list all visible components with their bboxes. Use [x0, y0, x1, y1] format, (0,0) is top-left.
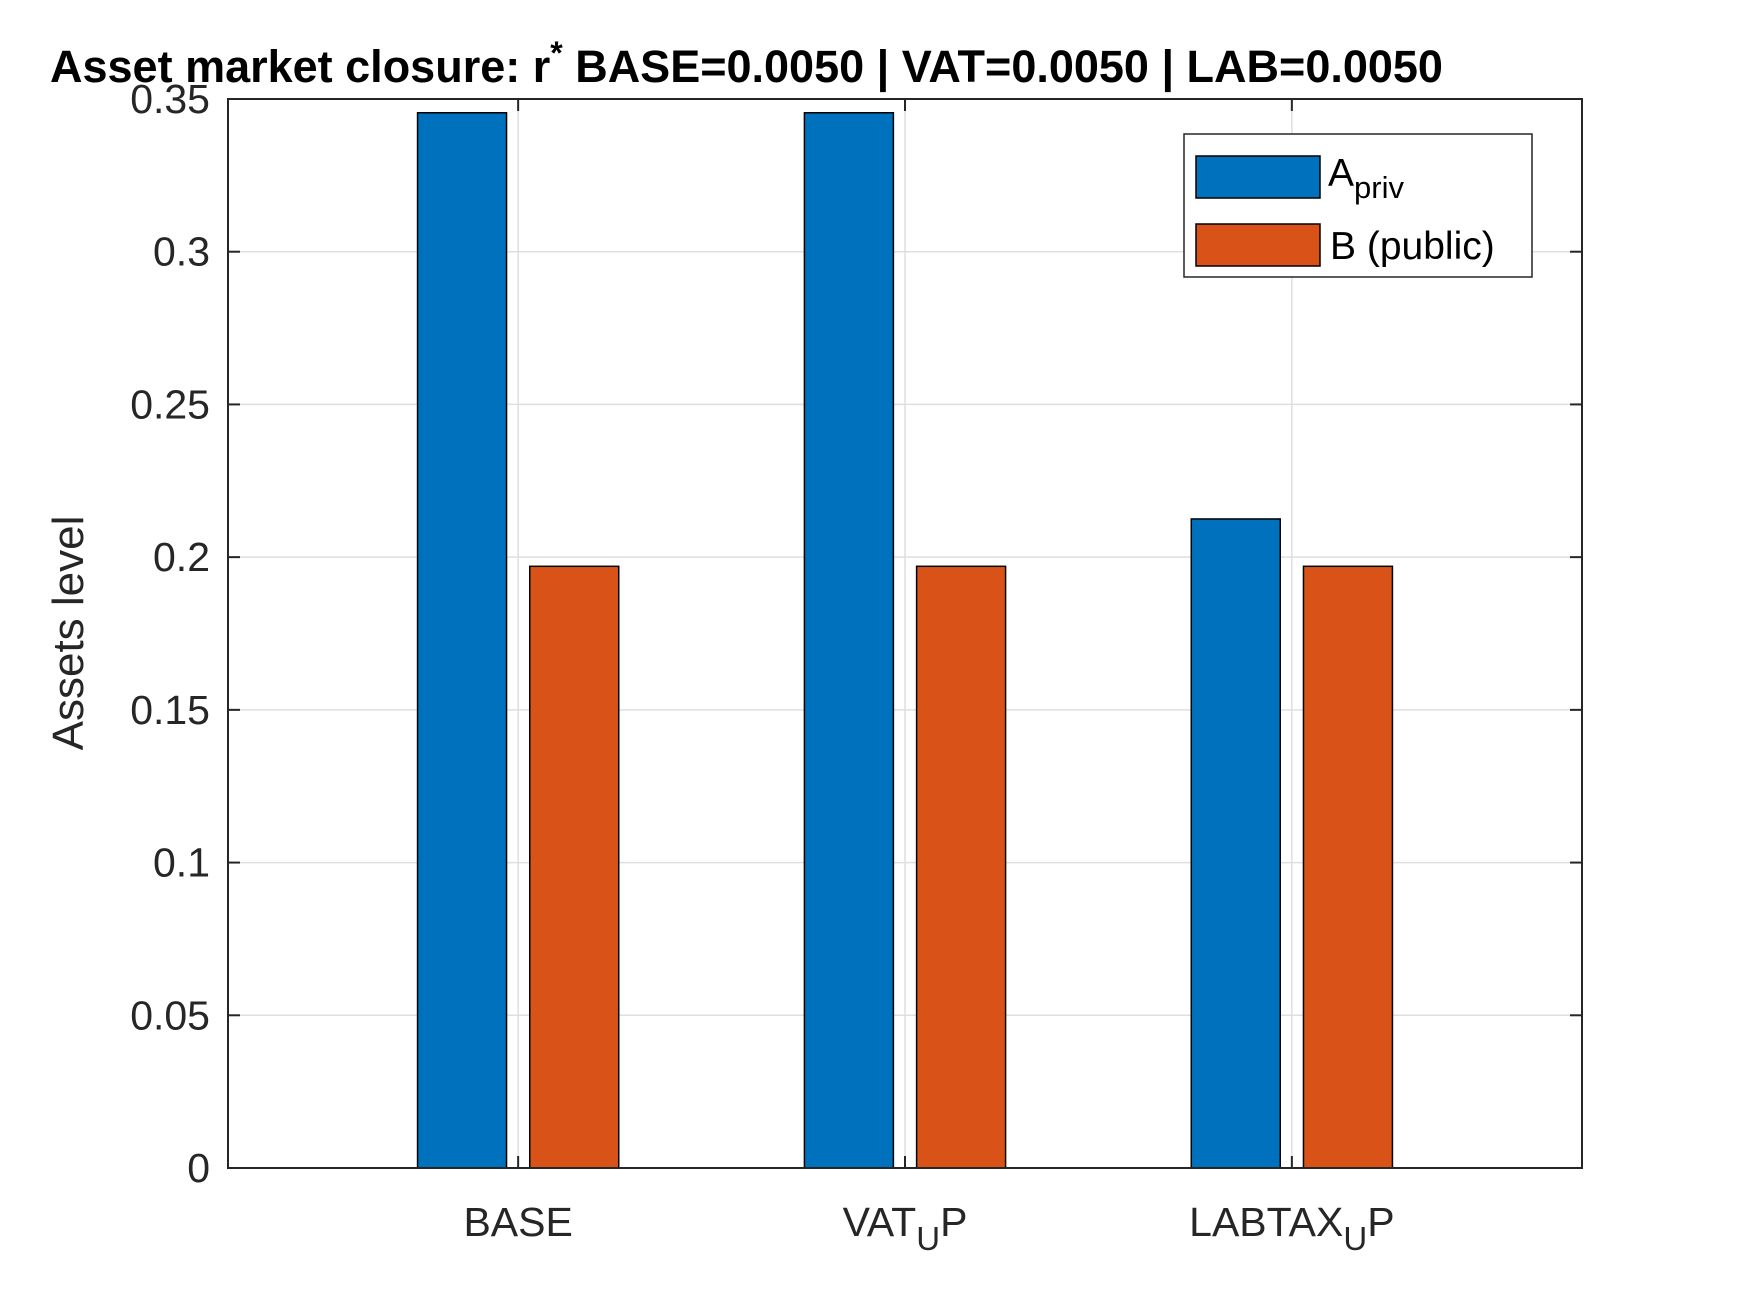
- axes-box: [227, 98, 1583, 1169]
- y-tick-label: 0.25: [130, 381, 210, 427]
- bar-a-priv-labtax: [1190, 518, 1282, 1169]
- x-tick-label: BASE: [463, 1199, 572, 1245]
- legend-label-b-public: B (public): [1330, 225, 1495, 268]
- bar-b-public-labtax: [1302, 565, 1394, 1169]
- y-axis-label: Assets level: [44, 516, 93, 751]
- legend-label-a-priv: Apriv: [1328, 152, 1404, 205]
- chart-title: Asset market closure: r* BASE=0.0050 | V…: [50, 35, 1443, 93]
- legend-swatch-b-public: [1195, 223, 1321, 267]
- legend-swatch-a-priv: [1195, 155, 1321, 199]
- bar-b-public-vat: [915, 565, 1007, 1169]
- bars: [416, 111, 1394, 1169]
- bar-b-public-base: [528, 565, 620, 1169]
- y-tick-labels: 0 0.05 0.1 0.15 0.2 0.25 0.3 0.35: [130, 76, 210, 1191]
- y-tick-label: 0: [187, 1145, 210, 1191]
- legend: Apriv B (public): [1183, 133, 1533, 278]
- y-tick-label: 0.35: [130, 76, 210, 122]
- y-tick-label: 0.2: [153, 534, 210, 580]
- bar-a-priv-base: [416, 111, 508, 1169]
- bar-a-priv-vat: [803, 111, 895, 1169]
- y-tick-label: 0.3: [153, 229, 210, 275]
- y-tick-label: 0.1: [153, 840, 210, 886]
- y-tick-label: 0.05: [130, 992, 210, 1038]
- y-tick-label: 0.15: [130, 687, 210, 733]
- x-tick-labels: BASE VATUP LABTAXUP: [463, 1199, 1394, 1257]
- x-tick-label: VATUP: [843, 1199, 968, 1257]
- x-tick-label: LABTAXUP: [1189, 1199, 1394, 1257]
